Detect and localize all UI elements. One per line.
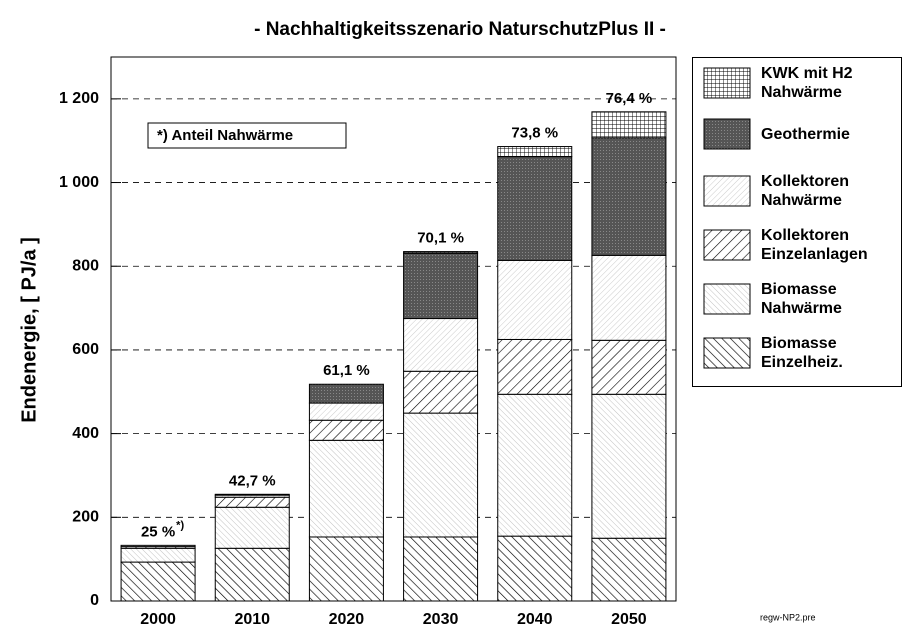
note-box <box>147 122 347 149</box>
swatch <box>703 175 751 207</box>
bar-segment <box>591 254 667 341</box>
legend-label: KWK mit H2 Nahwärme <box>761 65 853 101</box>
bar-segment <box>214 547 290 602</box>
legend-entry: Biomasse Nahwärme <box>703 280 901 318</box>
annotation: 70,1 % <box>417 230 464 247</box>
bar-segment <box>591 111 667 139</box>
bar-segment <box>214 493 290 496</box>
x-tick-label: 2040 <box>517 611 553 628</box>
bar-segment <box>308 439 384 538</box>
annotation: 73,8 % <box>511 125 558 142</box>
bar-segment <box>308 419 384 441</box>
bar-segment <box>591 537 667 602</box>
note: *) Anteil Nahwärme <box>157 127 293 144</box>
annotation: 42,7 % <box>229 472 276 489</box>
bar-segment <box>120 547 196 563</box>
chart-title: - Nachhaltigkeitsszenario NaturschutzPlu… <box>254 19 666 40</box>
annotation: 61,1 % <box>323 362 370 379</box>
legend: KWK mit H2 Nahwärme Geothermie Kollektoren… <box>692 57 902 387</box>
plot-frame <box>110 56 677 602</box>
y-tick-label: 1 000 <box>59 174 99 191</box>
bar-segment <box>497 393 573 537</box>
legend-entry: KWK mit H2 Nahwärme <box>703 64 901 102</box>
swatch <box>703 118 751 150</box>
bar-segment <box>497 156 573 261</box>
bar-segment <box>120 561 196 602</box>
y-tick-label: 1 200 <box>59 90 99 107</box>
swatch <box>703 67 751 99</box>
bar-segment <box>308 402 384 421</box>
note-marker: *) <box>176 519 184 531</box>
legend-label: Geothermie <box>761 125 850 143</box>
swatch <box>703 337 751 369</box>
legend-label: Biomasse Nahwärme <box>761 281 842 317</box>
y-tick-label: 600 <box>72 341 99 358</box>
bar-segment <box>403 536 479 602</box>
bar-segment <box>214 506 290 549</box>
swatch <box>703 229 751 261</box>
legend-entry: Geothermie <box>703 118 901 150</box>
bar-segment <box>214 496 290 508</box>
x-tick-label: 2020 <box>329 611 365 628</box>
legend-swatch <box>703 118 751 150</box>
bar-segment <box>497 259 573 340</box>
bar-segment <box>403 252 479 320</box>
swatch <box>703 283 751 315</box>
bar-segment <box>308 383 384 404</box>
legend-label: Kollektoren Einzelanlagen <box>761 227 868 263</box>
x-tick-label: 2030 <box>423 611 459 628</box>
bar-segment <box>403 412 479 538</box>
x-tick-label: 2000 <box>140 611 176 628</box>
x-tick-label: 2010 <box>234 611 270 628</box>
legend-label: Biomasse Einzelheiz. <box>761 335 843 371</box>
bar-segment <box>497 146 573 158</box>
legend-swatch <box>703 67 751 99</box>
bar-segment <box>591 339 667 395</box>
bar-segment <box>403 251 479 254</box>
bar-segment <box>403 318 479 372</box>
bar-segment <box>591 137 667 256</box>
legend-swatch <box>703 229 751 261</box>
annotation: 25 % <box>141 523 175 540</box>
legend-swatch <box>703 283 751 315</box>
annotation: 76,4 % <box>606 90 653 107</box>
legend-entry: Biomasse Einzelheiz. <box>703 334 901 372</box>
footer: regw-NP2.pre <box>760 612 816 622</box>
legend-swatch <box>703 337 751 369</box>
bar-segment <box>403 370 479 414</box>
y-axis-title: Endenergie, [ PJ/a ] <box>18 237 40 423</box>
legend-label: Kollektoren Nahwärme <box>761 173 850 209</box>
y-tick-label: 800 <box>72 257 99 274</box>
legend-entry: Kollektoren Nahwärme <box>703 172 901 210</box>
y-tick-label: 400 <box>72 425 99 442</box>
legend-entry: Kollektoren Einzelanlagen <box>703 226 901 264</box>
bar-segment <box>120 544 196 548</box>
x-tick-label: 2050 <box>611 611 647 628</box>
bar-segment <box>308 536 384 602</box>
y-tick-label: 0 <box>90 592 99 609</box>
bar-segment <box>497 535 573 602</box>
y-tick-label: 200 <box>72 509 99 526</box>
legend-swatch <box>703 175 751 207</box>
bar-segment <box>497 338 573 395</box>
bar-segment <box>591 393 667 539</box>
